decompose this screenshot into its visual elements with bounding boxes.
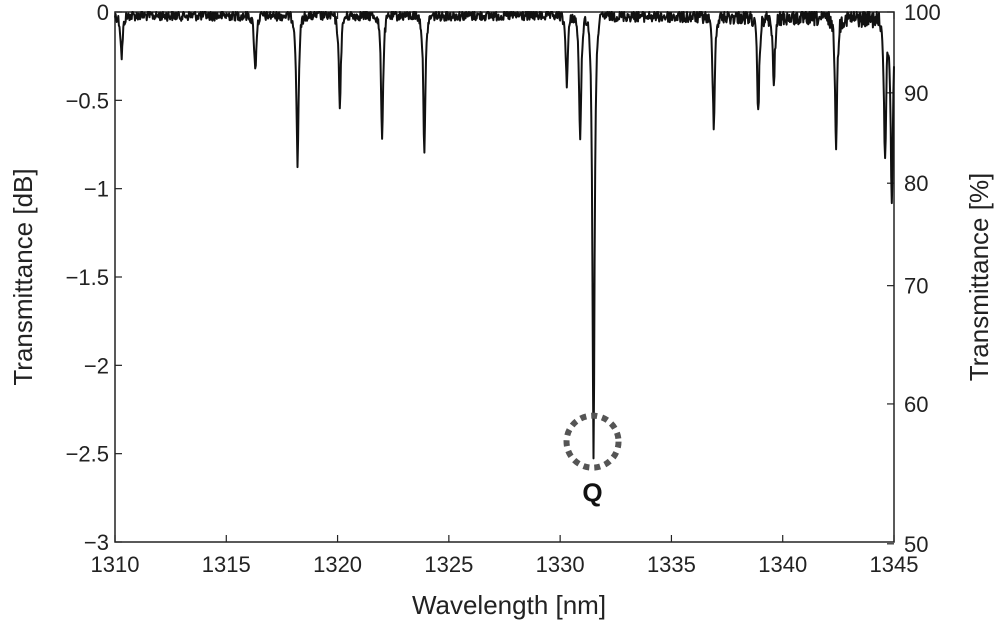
right-y-tick-label: 90 [904, 81, 928, 106]
right-y-axis-title: Transmittance [%] [964, 173, 994, 382]
y-tick-label: −2 [84, 353, 109, 378]
right-y-tick-label: 80 [904, 171, 928, 196]
y-tick-label: −0.5 [66, 88, 109, 113]
x-tick-label: 1345 [870, 552, 919, 577]
y-tick-label: −3 [84, 530, 109, 555]
x-tick-label: 1320 [313, 552, 362, 577]
q-dip-marker [563, 412, 622, 471]
y-axis-title: Transmittance [dB] [8, 168, 38, 385]
q-annotation-label: Q [582, 478, 602, 508]
x-axis-title: Wavelength [nm] [412, 590, 606, 620]
x-tick-label: 1335 [647, 552, 696, 577]
right-y-tick-label: 60 [904, 392, 928, 417]
x-tick-label: 1310 [91, 552, 140, 577]
x-axis-ticks: 1310 1315 1320 1325 1330 1335 1340 1345 [91, 12, 919, 577]
x-tick-label: 1340 [758, 552, 807, 577]
y-tick-label: −1 [84, 177, 109, 202]
right-y-tick-label: 100 [904, 0, 941, 25]
x-tick-label: 1325 [424, 552, 473, 577]
transmittance-line [114, 11, 895, 460]
right-y-tick-label: 50 [904, 532, 928, 557]
right-y-tick-label: 70 [904, 274, 928, 299]
y-tick-label: −1.5 [66, 265, 109, 290]
y-tick-label: 0 [97, 0, 109, 25]
plot-frame [114, 11, 895, 543]
y-tick-label: −2.5 [66, 442, 109, 467]
right-y-axis-ticks: 100 90 80 70 60 50 [887, 0, 941, 557]
x-tick-label: 1315 [202, 552, 251, 577]
x-tick-label: 1330 [536, 552, 585, 577]
y-axis-ticks: 0 −0.5 −1 −1.5 −2 −2.5 −3 [66, 0, 122, 555]
